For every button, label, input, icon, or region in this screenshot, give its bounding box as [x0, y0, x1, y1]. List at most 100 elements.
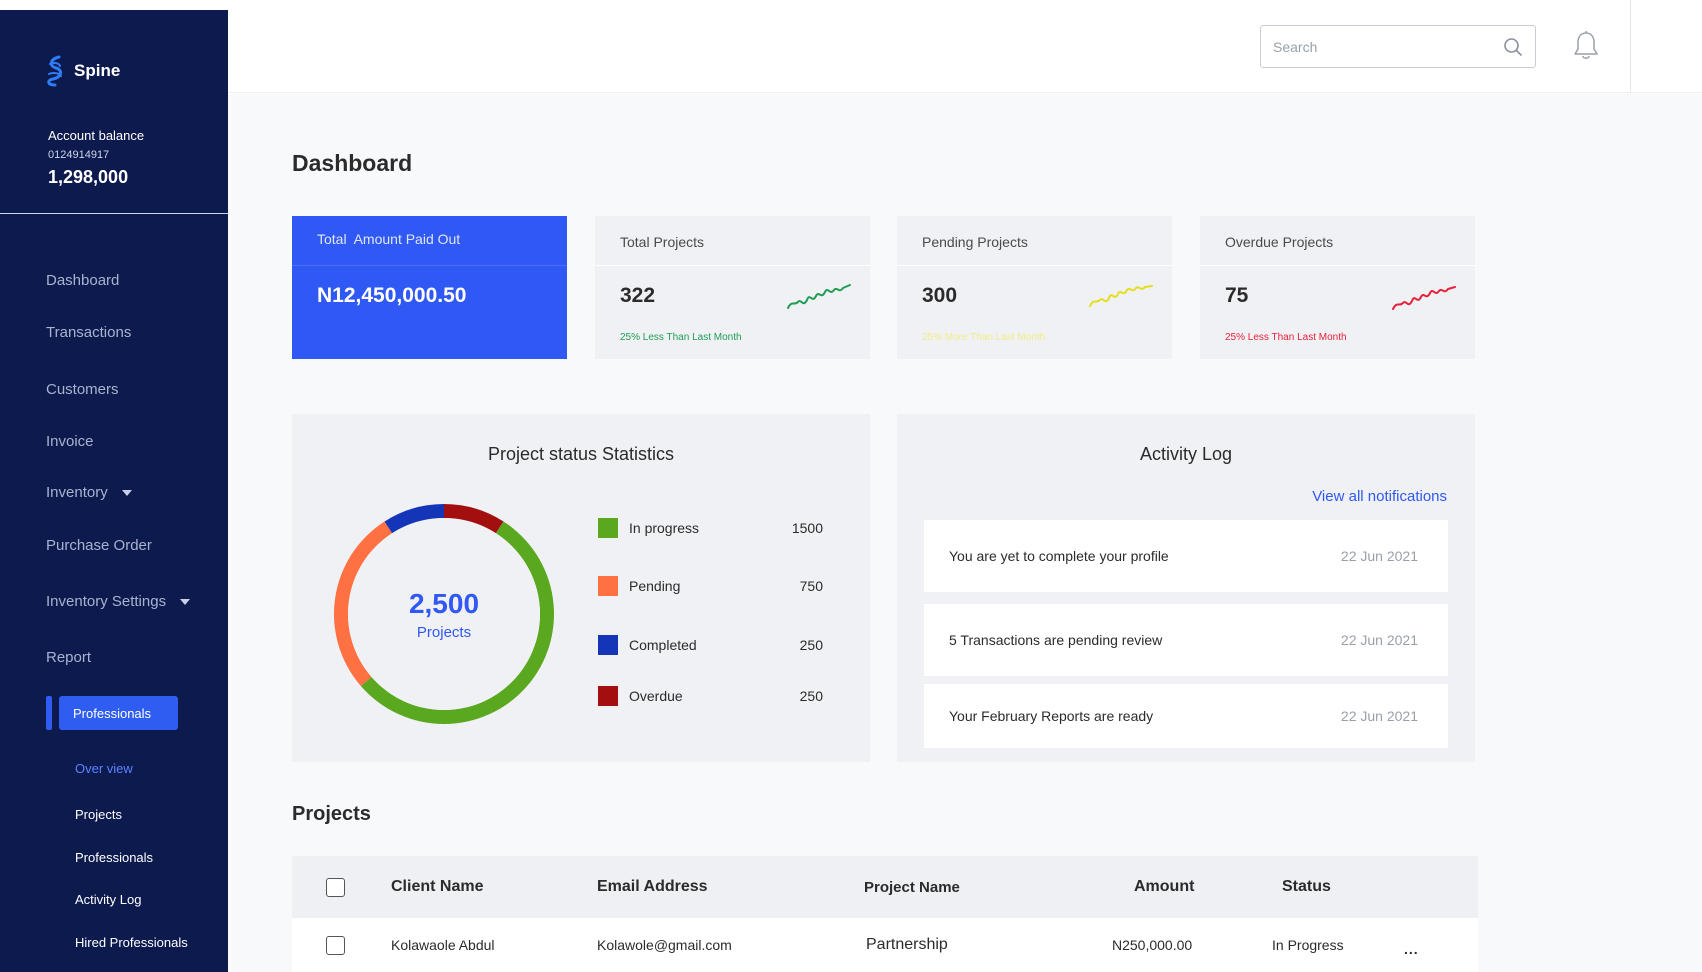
panel-title: Project status Statistics: [487, 444, 675, 464]
card-total-amount-paid-out[interactable]: Total Amount Paid Out N12,450,000.50: [292, 216, 567, 359]
activity-log-panel: Activity Log View all notifications You …: [897, 414, 1475, 762]
legend-value: 250: [799, 637, 823, 653]
sidebar-item-label: Report: [46, 649, 92, 666]
card-divider: [292, 265, 567, 266]
sidebar-subitem-projects[interactable]: Projects: [75, 807, 122, 822]
activity-item[interactable]: You are yet to complete your profile 22 …: [924, 520, 1448, 592]
activity-text: You are yet to complete your profile: [949, 548, 1169, 564]
sidebar-item-transactions[interactable]: Transactions: [46, 324, 131, 341]
sidebar-item-report[interactable]: Report: [46, 649, 91, 666]
card-title: Total Amount Paid Out: [317, 231, 461, 247]
table-row[interactable]: Kolawaole Abdul Kolawole@gmail.com Partn…: [292, 918, 1478, 972]
donut-slice-pending: [334, 521, 393, 687]
activity-item[interactable]: 5 Transactions are pending review 22 Jun…: [924, 604, 1448, 676]
legend-item-pending: Pending 750: [598, 576, 823, 596]
donut-total-label: Projects: [416, 623, 472, 641]
sidebar-item-inventory-settings[interactable]: Inventory Settings: [46, 593, 191, 610]
card-total-projects[interactable]: Total Projects 322 25% Less Than Last Mo…: [595, 216, 870, 359]
main-content: Dashboard Total Amount Paid Out N12,450,…: [228, 94, 1702, 972]
status-badge: In Progress: [1272, 937, 1344, 953]
page-title: Dashboard: [292, 150, 413, 176]
row-checkbox[interactable]: [326, 935, 345, 955]
brand-name: Spine: [74, 61, 121, 80]
sidebar-subitem-professionals[interactable]: Professionals: [75, 850, 154, 865]
card-title: Pending Projects: [922, 234, 1028, 250]
donut-hole: [348, 518, 540, 710]
sidebar-item-label: Customers: [46, 381, 119, 398]
sidebar-item-dashboard[interactable]: Dashboard: [46, 272, 119, 289]
legend-swatch: [598, 686, 618, 706]
legend-label: Pending: [629, 578, 681, 594]
sidebar-item-customers[interactable]: Customers: [46, 381, 119, 398]
cell-project-name: Partnership: [866, 936, 948, 953]
card-overdue-projects[interactable]: Overdue Projects 75 25% Less Than Last M…: [1200, 216, 1475, 359]
activity-item[interactable]: Your February Reports are ready 22 Jun 2…: [924, 684, 1448, 748]
sidebar-item-inventory[interactable]: Inventory: [46, 484, 132, 501]
donut-chart: [334, 504, 554, 724]
sidebar-item-purchase-order[interactable]: Purchase Order: [46, 537, 152, 554]
search-icon[interactable]: [1503, 37, 1523, 57]
card-note: 25% More Than Last Month: [922, 332, 1046, 343]
donut-slice-overdue: [444, 504, 504, 534]
view-all-notifications-link[interactable]: View all notifications: [1312, 488, 1447, 505]
legend-value: 250: [799, 688, 823, 704]
search-input[interactable]: Search: [1260, 25, 1536, 68]
more-options-icon[interactable]: ...: [1404, 941, 1419, 957]
column-header-email-address[interactable]: Email Address: [597, 878, 708, 895]
account-number: 0124914917: [48, 149, 110, 161]
card-divider: [1200, 265, 1475, 266]
card-value: N12,450,000.50: [317, 284, 467, 307]
sidebar-subitem-hired-professionals[interactable]: Hired Professionals: [75, 935, 188, 950]
top-bar: Search: [228, 0, 1702, 93]
card-title: Overdue Projects: [1225, 234, 1334, 250]
row-select-cell: [326, 918, 345, 972]
sidebar-item-label: Invoice: [46, 433, 94, 450]
column-header-client-name[interactable]: Client Name: [391, 878, 484, 895]
legend-label: Completed: [629, 637, 697, 653]
spine-logo-icon: [47, 55, 62, 87]
card-note: 25% Less Than Last Month: [620, 332, 742, 343]
sparkline-icon: [787, 284, 851, 309]
activity-text: Your February Reports are ready: [949, 708, 1154, 724]
donut-total: 2,500: [408, 587, 480, 619]
sidebar-item-invoice[interactable]: Invoice: [46, 433, 94, 450]
legend-item-in-progress: In progress 1500: [598, 518, 823, 538]
activity-date: 22 Jun 2021: [1340, 632, 1418, 648]
select-all-cell: [326, 856, 345, 918]
panel-title: Activity Log: [1139, 444, 1233, 464]
column-header-amount[interactable]: Amount: [1134, 878, 1195, 895]
card-divider: [897, 265, 1172, 266]
sidebar-item-label: Purchase Order: [46, 537, 152, 554]
sidebar-subitem-activity-log[interactable]: Activity Log: [75, 892, 142, 907]
sidebar-item-professionals[interactable]: Professionals: [59, 696, 178, 730]
bell-icon[interactable]: [1572, 30, 1600, 62]
legend-value: 1500: [791, 520, 823, 536]
legend-swatch: [598, 576, 618, 596]
legend-item-completed: Completed 250: [598, 635, 823, 655]
column-header-status[interactable]: Status: [1282, 878, 1331, 895]
card-divider: [595, 265, 870, 266]
card-title: Total Projects: [620, 234, 705, 250]
account-balance: Account balance 0124914917 1,298,000: [48, 128, 144, 188]
legend-item-overdue: Overdue 250: [598, 686, 823, 706]
card-note: 25% Less Than Last Month: [1225, 332, 1347, 343]
legend-swatch: [598, 635, 618, 655]
sidebar-item-label: Dashboard: [46, 272, 120, 289]
active-indicator: [46, 696, 52, 730]
column-header-project-name[interactable]: Project Name: [864, 878, 960, 896]
sidebar-subitem-overview[interactable]: Over view: [75, 761, 133, 776]
donut-center: 2,500 Projects: [322, 492, 566, 736]
sidebar-item-label: Inventory: [46, 484, 108, 501]
cell-client-name: Kolawaole Abdul: [391, 937, 495, 953]
header-divider: [1630, 0, 1631, 93]
chevron-down-icon: [180, 598, 191, 605]
activity-text: 5 Transactions are pending review: [949, 632, 1163, 648]
card-value: 75: [1225, 284, 1249, 307]
donut-slice-completed: [384, 504, 444, 534]
brand[interactable]: Spine: [44, 54, 120, 88]
card-pending-projects[interactable]: Pending Projects 300 25% More Than Last …: [897, 216, 1172, 359]
account-balance-amount: 1,298,000: [48, 167, 129, 187]
select-all-checkbox[interactable]: [326, 877, 345, 897]
legend-label: In progress: [629, 520, 700, 536]
sidebar: Spine Account balance 0124914917 1,298,0…: [0, 10, 228, 972]
